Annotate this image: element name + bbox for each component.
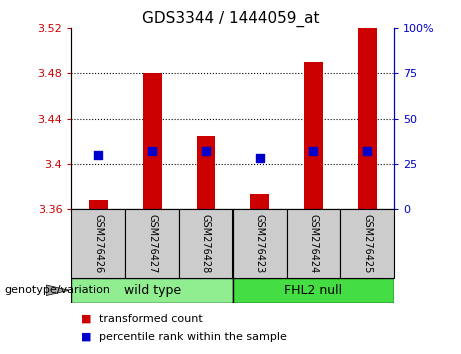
Text: transformed count: transformed count [99, 314, 203, 324]
Point [310, 148, 317, 154]
Bar [71, 209, 125, 278]
Bar [71, 278, 233, 303]
Bar [233, 209, 287, 278]
Text: genotype/variation: genotype/variation [5, 285, 111, 295]
Text: wild type: wild type [124, 284, 181, 297]
Text: GSM276427: GSM276427 [147, 214, 157, 273]
Bar [179, 209, 233, 278]
Bar [143, 74, 161, 209]
Bar [304, 62, 323, 209]
Bar [89, 200, 108, 209]
Text: GSM276425: GSM276425 [362, 214, 372, 273]
Bar [340, 209, 394, 278]
Point [95, 152, 102, 158]
Bar [233, 278, 394, 303]
Text: GSM276423: GSM276423 [254, 214, 265, 273]
Point [202, 148, 210, 154]
Text: GDS3344 / 1444059_at: GDS3344 / 1444059_at [142, 11, 319, 27]
Bar [358, 28, 377, 209]
Point [148, 148, 156, 154]
Bar [250, 194, 269, 209]
Bar [125, 209, 179, 278]
Point [256, 155, 263, 161]
Text: GSM276428: GSM276428 [201, 214, 211, 273]
Polygon shape [46, 285, 69, 296]
Text: percentile rank within the sample: percentile rank within the sample [99, 332, 287, 342]
Point [364, 148, 371, 154]
Text: FHL2 null: FHL2 null [284, 284, 343, 297]
Text: ■: ■ [81, 314, 91, 324]
Bar [287, 209, 340, 278]
Text: GSM276424: GSM276424 [308, 214, 319, 273]
Bar [196, 136, 215, 209]
Text: ■: ■ [81, 332, 91, 342]
Text: GSM276426: GSM276426 [93, 214, 103, 273]
